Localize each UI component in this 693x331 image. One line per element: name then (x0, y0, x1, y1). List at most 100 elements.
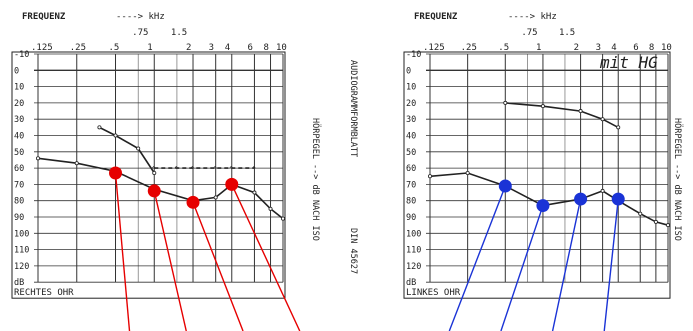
curve-point (268, 206, 273, 211)
x-tick-label: 4 (611, 43, 616, 53)
kHz-unit-label: ----> kHz (508, 12, 557, 22)
hearing-level-label: HÖRPEGEL --> dB NACH ISO (672, 118, 683, 241)
y-tick-label: 70 (406, 180, 416, 190)
y-tick-label: 50 (14, 148, 24, 158)
upper-tick-label: 1.5 (171, 28, 187, 38)
audiogram-curve (37, 157, 284, 220)
audiogram-marker (498, 179, 512, 193)
leader-line (448, 185, 506, 331)
bone-conduction-mark: ^ (229, 165, 234, 174)
y-tick-label: 30 (14, 115, 24, 125)
y-tick-label: 0 (406, 66, 411, 76)
bone-conduction-mark: ^ (151, 165, 156, 174)
upper-tick-label: .75 (132, 28, 148, 38)
leader-line (551, 198, 582, 331)
y-tick-label: 70 (14, 180, 24, 190)
x-tick-label: 8 (649, 43, 654, 53)
curve-point (152, 170, 157, 175)
x-tick-label: 8 (264, 43, 269, 53)
audiogram-panel-right-ear: FREQUENZ ----> kHz .75 1.5 .125 .25 .5 1 2 3 4 6 8 10… (11, 12, 358, 331)
y-tick-label: 100 (406, 229, 421, 239)
y-tick-label: 40 (14, 132, 24, 142)
y-tick-label: dB (406, 278, 416, 288)
y-tick-label: 110 (14, 246, 29, 256)
y-tick-label: 100 (14, 229, 29, 239)
x-tick-label: 1 (536, 43, 541, 53)
curve-point (600, 117, 605, 122)
ear-label: LINKES OHR (406, 288, 461, 298)
x-tick-label: 10 (661, 43, 672, 53)
bone-conduction-mark: ^ (251, 165, 256, 174)
audiogram-marker (109, 166, 123, 180)
x-tick-label: 3 (596, 43, 601, 53)
curve-point (213, 195, 218, 200)
curve-point (616, 125, 621, 130)
y-tick-label: 90 (406, 213, 416, 223)
y-tick-label: 20 (406, 99, 416, 109)
curve-point (578, 109, 583, 114)
audiogram-marker (147, 184, 161, 198)
y-tick-label: 80 (406, 197, 416, 207)
y-tick-label: 40 (406, 132, 416, 142)
frequency-header: FREQUENZ (22, 12, 66, 22)
x-tick-label: 6 (247, 43, 252, 53)
y-tick-label: 120 (406, 262, 421, 272)
handwritten-note: mit HG (599, 53, 658, 72)
audiogram-curve (99, 126, 155, 174)
curve-point (136, 146, 141, 151)
x-tick-label: .25 (461, 43, 477, 53)
y-tick-label: 20 (14, 99, 24, 109)
y-tick-label: 90 (14, 213, 24, 223)
x-tick-label: .5 (109, 43, 120, 53)
y-tick-label: 50 (406, 148, 416, 158)
audiogram-marker (574, 192, 588, 206)
curve-point (638, 211, 643, 216)
x-tick-label: .5 (498, 43, 509, 53)
y-tick-label: 10 (406, 83, 416, 93)
bone-conduction-mark: ^ (174, 165, 179, 174)
curve-point (503, 100, 508, 105)
curve-point (36, 156, 41, 161)
y-tick-label: -10 (406, 50, 421, 60)
panel-frame (403, 51, 671, 299)
curve-point (653, 219, 658, 224)
x-tick-label: 4 (225, 43, 230, 53)
x-tick-label: 2 (574, 43, 579, 53)
y-tick-label: 10 (14, 83, 24, 93)
curve-point (540, 104, 545, 109)
x-tick-label: 1 (147, 43, 152, 53)
audiogram-panel-left-ear: FREQUENZ ----> kHz .75 1.5 .125 .25 .5 1 2 3 4 6 8 10… (403, 12, 683, 331)
audiogram-marker (611, 192, 625, 206)
curve-point (465, 170, 470, 175)
form-title-vertical: AUDIOGRAMMFORMBLATT (348, 60, 358, 157)
x-tick-label: .125 (423, 43, 445, 53)
curve-point (600, 188, 605, 193)
x-tick-label: 2 (186, 43, 191, 53)
leader-line (153, 190, 187, 331)
audiogram-marker (225, 177, 239, 191)
curve-point (427, 174, 432, 179)
frequency-header: FREQUENZ (414, 12, 458, 22)
panel-frame (11, 51, 286, 299)
curve-point (97, 125, 102, 130)
curve-point (74, 161, 79, 166)
kHz-unit-label: ----> kHz (116, 12, 165, 22)
audiogram-curve (505, 102, 619, 129)
upper-tick-label: .75 (521, 28, 537, 38)
x-tick-label: 10 (276, 43, 287, 53)
ear-label: RECHTES OHR (14, 288, 74, 298)
curve-point (252, 190, 257, 195)
audiogram-marker (536, 199, 550, 213)
bone-conduction-mark: ^ (213, 165, 218, 174)
bone-conduction-mark: ^ (190, 165, 195, 174)
y-tick-label: 60 (14, 164, 24, 174)
audiogram-curve (429, 172, 669, 226)
y-tick-label: 80 (14, 197, 24, 207)
leader-line (114, 172, 131, 331)
y-tick-label: 30 (406, 115, 416, 125)
x-tick-label: .125 (31, 43, 53, 53)
curve-point (113, 133, 118, 138)
leader-line (603, 198, 619, 331)
x-tick-label: 6 (633, 43, 638, 53)
